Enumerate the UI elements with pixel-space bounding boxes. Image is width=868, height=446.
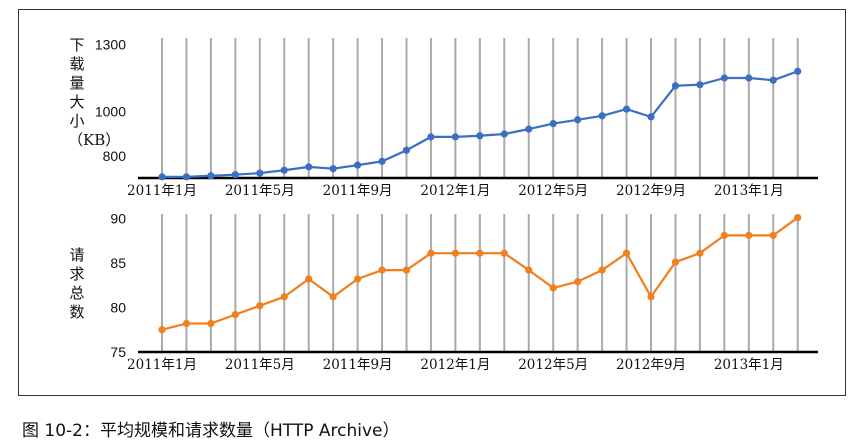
top-data-point-10: [402, 146, 411, 154]
bottom-x-tick-label-1: 2011年5月: [225, 357, 295, 373]
top-data-point-3: [231, 171, 239, 179]
top-data-point-23: [720, 74, 728, 82]
top-x-tick-label-3: 2012年1月: [420, 183, 490, 199]
chart-frame: [18, 9, 846, 396]
top-data-point-5: [280, 166, 288, 174]
bottom-data-point-5: [280, 293, 288, 301]
bottom-data-point-26: [794, 213, 802, 222]
figure-caption: 图 10-2：平均规模和请求数量（HTTP Archive）: [22, 421, 400, 441]
top-x-tick-label-2: 2011年9月: [323, 183, 393, 199]
top-data-point-25: [769, 76, 777, 84]
bottom-x-tick-label-3: 2012年1月: [420, 357, 490, 373]
bottom-data-point-10: [402, 266, 411, 274]
top-data-point-1: [182, 173, 191, 181]
bottom-data-point-0: [158, 326, 166, 334]
bottom-data-point-11: [427, 249, 435, 257]
top-data-point-16: [549, 119, 557, 128]
bottom-data-point-20: [647, 293, 655, 301]
bottom-data-point-9: [378, 266, 386, 274]
top-data-point-20: [647, 113, 655, 121]
top-data-point-13: [476, 132, 484, 140]
top-data-point-8: [354, 161, 362, 169]
top-data-point-14: [500, 130, 508, 138]
top-x-tick-label-6: 2013年1月: [714, 183, 784, 199]
top-data-point-21: [671, 82, 680, 90]
top-data-point-6: [305, 163, 313, 171]
bottom-data-point-15: [525, 266, 533, 274]
bottom-data-point-4: [256, 302, 264, 310]
top-data-point-17: [574, 116, 582, 124]
top-data-point-22: [696, 81, 704, 89]
top-x-tick-label-1: 2011年5月: [225, 183, 295, 199]
bottom-data-point-8: [354, 275, 362, 283]
bottom-data-point-16: [549, 284, 557, 292]
top-data-point-12: [451, 133, 459, 141]
bottom-data-point-6: [305, 275, 313, 283]
bottom-data-point-12: [451, 249, 459, 257]
bottom-data-point-13: [476, 249, 484, 257]
top-data-point-18: [598, 112, 606, 120]
top-y-tick-label-2: 1300: [95, 37, 126, 53]
bottom-y-axis-label: 请求总数: [69, 246, 85, 321]
bottom-x-tick-label-2: 2011年9月: [323, 357, 393, 373]
top-data-point-7: [329, 165, 337, 173]
bottom-data-point-7: [329, 293, 337, 301]
top-x-tick-label-5: 2012年9月: [616, 183, 686, 199]
bottom-y-tick-label-0: 75: [110, 344, 126, 360]
top-data-point-11: [427, 133, 435, 141]
top-data-point-2: [207, 172, 215, 180]
bottom-data-point-19: [622, 249, 631, 257]
bottom-y-tick-label-1: 80: [110, 299, 126, 315]
bottom-data-point-1: [182, 319, 191, 328]
bottom-data-point-18: [598, 266, 606, 274]
top-x-tick-label-4: 2012年5月: [518, 183, 588, 199]
top-data-point-26: [794, 67, 802, 75]
top-data-point-15: [525, 125, 533, 133]
bottom-x-tick-label-5: 2012年9月: [616, 357, 686, 373]
bottom-data-point-17: [574, 278, 582, 286]
top-x-tick-label-0: 2011年1月: [127, 183, 197, 199]
bottom-x-tick-label-6: 2013年1月: [714, 357, 784, 373]
top-data-point-19: [622, 105, 631, 113]
bottom-data-point-3: [231, 311, 239, 319]
bottom-data-point-22: [696, 249, 704, 257]
bottom-x-tick-label-4: 2012年5月: [518, 357, 588, 373]
bottom-data-point-14: [500, 249, 508, 257]
top-data-point-0: [158, 173, 166, 181]
bottom-data-point-2: [207, 319, 215, 328]
bottom-x-tick-label-0: 2011年1月: [127, 357, 197, 373]
bottom-y-tick-label-3: 90: [110, 210, 126, 226]
bottom-data-point-21: [671, 258, 680, 266]
bottom-data-point-24: [745, 231, 753, 239]
top-y-tick-label-0: 800: [103, 148, 127, 164]
top-data-point-24: [745, 74, 753, 82]
top-data-point-4: [256, 169, 264, 177]
top-data-point-9: [378, 157, 386, 165]
bottom-data-point-23: [720, 231, 728, 239]
top-y-tick-label-1: 1000: [95, 103, 126, 119]
bottom-data-point-25: [769, 231, 777, 239]
bottom-y-tick-label-2: 85: [110, 255, 126, 271]
top-y-axis-label: 下载量大小（KB）: [68, 36, 121, 149]
